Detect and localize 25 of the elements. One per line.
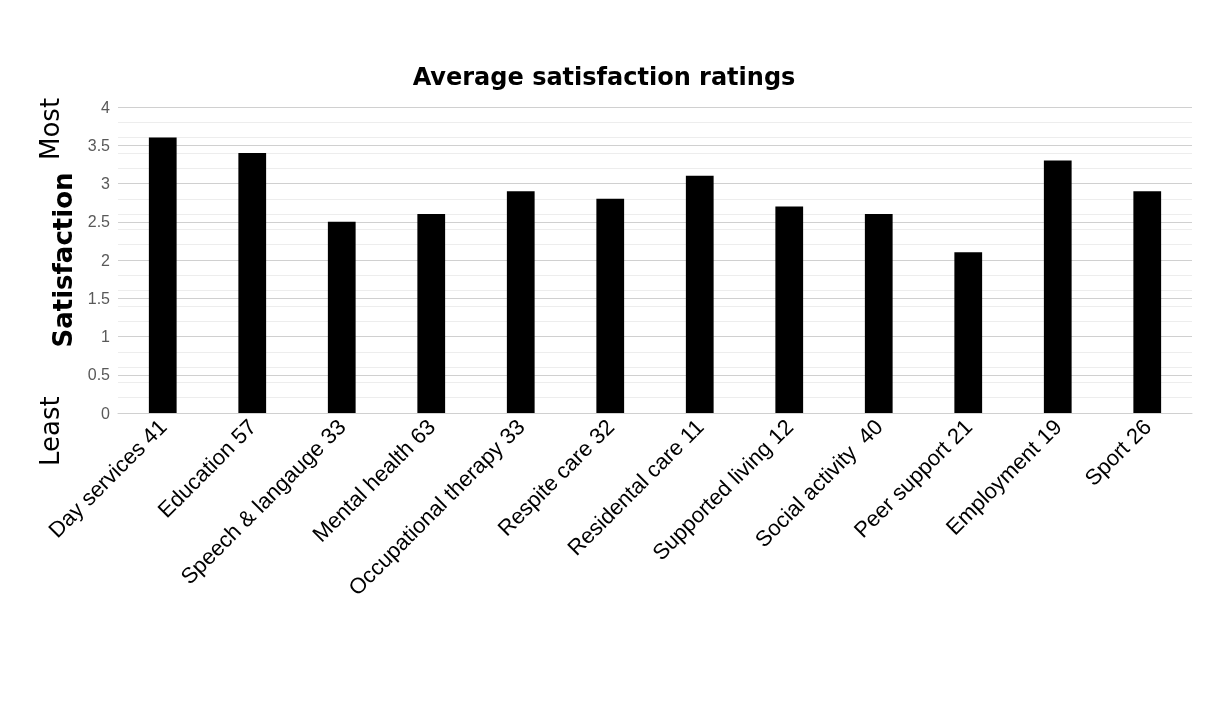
y-tick-label: 1.5 xyxy=(87,289,111,307)
text: Least xyxy=(35,396,65,466)
bar xyxy=(775,206,804,413)
bar xyxy=(327,221,356,413)
bar xyxy=(506,191,535,413)
y-tick-label: 2.5 xyxy=(87,213,111,231)
y-tick-label: 3 xyxy=(101,175,111,192)
bar xyxy=(596,198,625,413)
y-axis-title: Satisfaction xyxy=(48,172,78,348)
y-tick-label: 4 xyxy=(101,98,111,116)
bar xyxy=(1043,160,1072,413)
bar xyxy=(417,214,446,413)
y-tick-label: 0.5 xyxy=(87,366,111,384)
bar xyxy=(685,175,714,413)
bar xyxy=(864,214,893,413)
y-tick-label: 1 xyxy=(101,328,111,345)
y-tick-label: 0 xyxy=(101,404,111,422)
y-tick-label: 3.5 xyxy=(87,136,111,154)
bar xyxy=(954,252,983,413)
chart-title: Average satisfaction ratings xyxy=(412,63,796,91)
bar xyxy=(148,137,177,413)
bar xyxy=(1133,191,1162,413)
text: Most xyxy=(35,97,65,160)
bar xyxy=(238,152,267,413)
y-tick-label: 2 xyxy=(101,251,111,269)
